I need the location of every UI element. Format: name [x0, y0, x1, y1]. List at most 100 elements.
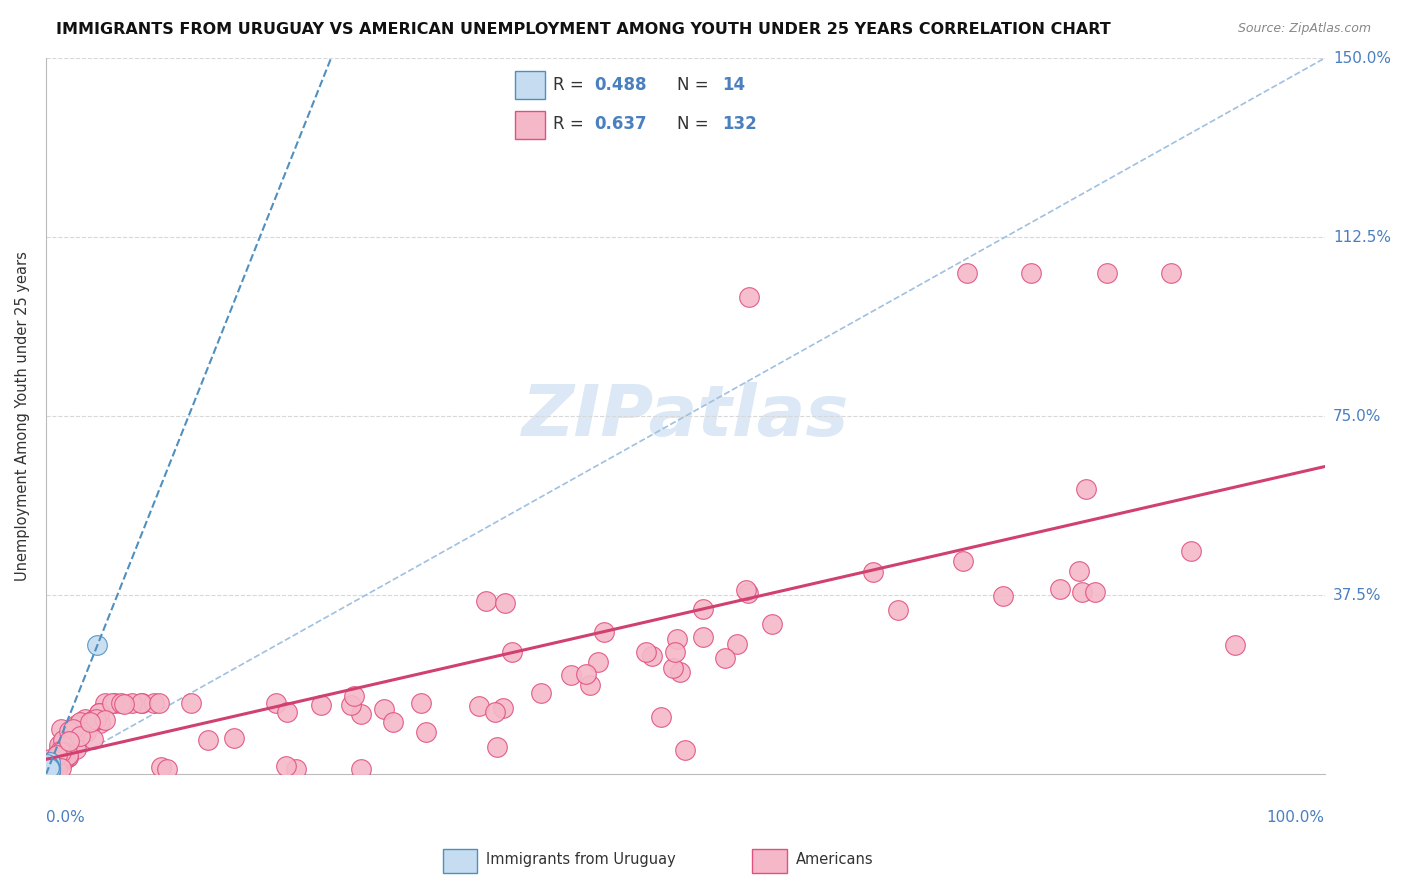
Point	[38, 755, 60, 769]
Point	[640, 649, 662, 664]
Point	[1084, 585, 1107, 599]
Point	[41, 759, 63, 773]
Point	[38, 764, 60, 778]
Point	[39, 765, 62, 780]
Text: 112.5%: 112.5%	[1333, 229, 1391, 244]
Point	[264, 696, 287, 710]
Point	[58, 723, 80, 738]
Point	[1097, 266, 1119, 280]
Point	[1223, 638, 1246, 652]
Point	[1067, 564, 1090, 578]
Point	[636, 645, 658, 659]
Point	[65, 717, 87, 731]
Point	[588, 655, 610, 669]
Y-axis label: Unemployment Among Youth under 25 years: Unemployment Among Youth under 25 years	[15, 252, 30, 581]
Point	[373, 702, 395, 716]
Point	[56, 744, 79, 758]
Point	[592, 625, 614, 640]
Point	[38, 760, 60, 774]
Point	[41, 765, 63, 780]
FancyBboxPatch shape	[752, 848, 786, 873]
Point	[37, 756, 59, 771]
Point	[46, 763, 69, 777]
Point	[662, 661, 685, 675]
Point	[484, 705, 506, 719]
Point	[84, 712, 107, 726]
Point	[222, 731, 245, 745]
Point	[991, 589, 1014, 603]
Point	[1076, 482, 1098, 496]
Text: 14: 14	[721, 77, 745, 95]
Text: R =: R =	[554, 77, 589, 95]
Point	[65, 742, 87, 756]
Point	[761, 616, 783, 631]
Point	[87, 706, 110, 721]
Point	[121, 696, 143, 710]
Point	[82, 732, 104, 747]
Point	[738, 290, 761, 304]
Point	[142, 696, 165, 710]
Point	[1160, 266, 1182, 280]
Point	[41, 754, 63, 768]
Point	[197, 733, 219, 747]
Point	[58, 739, 80, 754]
Point	[58, 750, 80, 764]
Text: N =: N =	[678, 115, 714, 133]
Point	[38, 761, 60, 775]
Point	[52, 733, 75, 747]
Point	[37, 760, 59, 774]
Point	[62, 723, 84, 737]
Point	[180, 696, 202, 710]
Point	[284, 763, 307, 777]
Point	[148, 696, 170, 710]
Point	[664, 645, 686, 659]
Point	[65, 736, 87, 750]
Point	[692, 602, 714, 616]
Point	[887, 603, 910, 617]
Point	[79, 715, 101, 730]
Text: 0.0%: 0.0%	[46, 810, 84, 825]
Point	[37, 765, 59, 780]
Point	[309, 698, 332, 713]
Point	[56, 738, 79, 752]
Point	[131, 696, 153, 710]
Point	[52, 745, 75, 759]
Text: 75.0%: 75.0%	[1333, 409, 1381, 424]
Point	[48, 756, 70, 770]
Point	[1180, 544, 1202, 558]
Text: N =: N =	[678, 77, 714, 95]
Point	[37, 765, 59, 780]
FancyBboxPatch shape	[443, 848, 477, 873]
Point	[37, 765, 59, 780]
Point	[38, 755, 60, 769]
Point	[575, 667, 598, 681]
Point	[155, 763, 177, 777]
FancyBboxPatch shape	[515, 71, 544, 99]
Point	[49, 761, 72, 775]
Point	[55, 739, 77, 754]
Point	[38, 764, 60, 779]
Point	[56, 749, 79, 764]
Point	[42, 753, 65, 767]
Point	[38, 758, 60, 772]
Point	[48, 741, 70, 756]
Point	[38, 765, 60, 780]
Point	[665, 632, 688, 647]
Point	[56, 747, 79, 762]
Text: 150.0%: 150.0%	[1333, 51, 1391, 66]
Point	[38, 757, 60, 772]
Point	[1070, 584, 1092, 599]
Point	[42, 765, 65, 780]
Text: 0.488: 0.488	[595, 77, 647, 95]
Point	[53, 751, 76, 765]
Point	[952, 554, 974, 568]
Point	[274, 759, 297, 773]
Point	[735, 583, 758, 598]
Point	[501, 645, 523, 659]
Point	[343, 689, 366, 703]
Point	[101, 696, 124, 710]
Point	[104, 696, 127, 710]
Point	[737, 586, 759, 600]
Point	[468, 698, 491, 713]
Point	[89, 716, 111, 731]
